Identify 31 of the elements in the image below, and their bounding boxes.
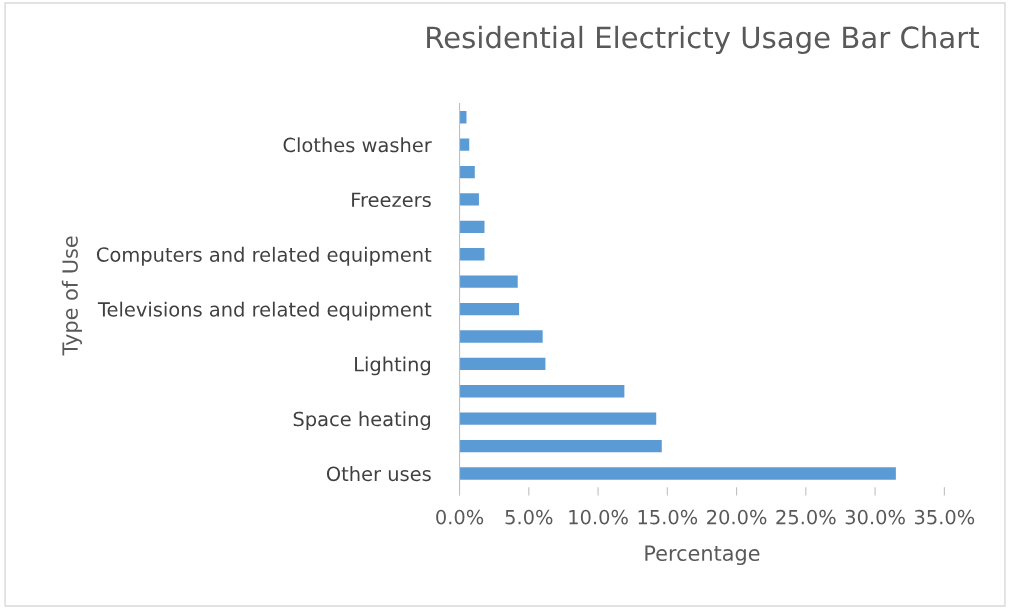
chart-title: Residential Electricty Usage Bar Chart: [427, 25, 979, 55]
bar: [459, 165, 475, 179]
bar: [459, 138, 470, 151]
bar: [459, 302, 520, 316]
bar: [459, 248, 485, 261]
x-tick-label: 5.0%: [505, 509, 553, 525]
bar: [459, 385, 625, 398]
bar: [459, 330, 543, 343]
x-tick-label: 30.0%: [845, 509, 905, 525]
bar: [459, 439, 662, 453]
y-tick-label: Lighting: [355, 356, 430, 376]
y-axis-title: Type of Use: [61, 236, 82, 356]
x-tick-label: 15.0%: [638, 509, 698, 525]
y-tick-label: Space heating: [293, 411, 430, 431]
y-tick-label: Televisions and related equipment: [97, 301, 432, 321]
bar: [459, 467, 896, 480]
x-tick-label: 25.0%: [776, 509, 836, 525]
y-tick-label: Computers and related equipment: [96, 246, 432, 266]
x-tick-label: 0.0%: [436, 509, 484, 525]
x-tick-label: 10.0%: [569, 509, 628, 525]
y-tick-label: Freezers: [352, 192, 431, 208]
bar: [459, 357, 546, 371]
x-tick-label: 20.0%: [707, 509, 767, 525]
y-tick-label: Other uses: [326, 466, 431, 482]
bar: [459, 412, 657, 425]
x-axis-title: Percentage: [645, 545, 760, 566]
y-tick-label: Clothes washer: [283, 137, 432, 153]
bar: [459, 275, 518, 288]
x-tick-label: 35.0%: [914, 509, 975, 525]
bar: [459, 220, 485, 234]
bar: [459, 193, 479, 206]
